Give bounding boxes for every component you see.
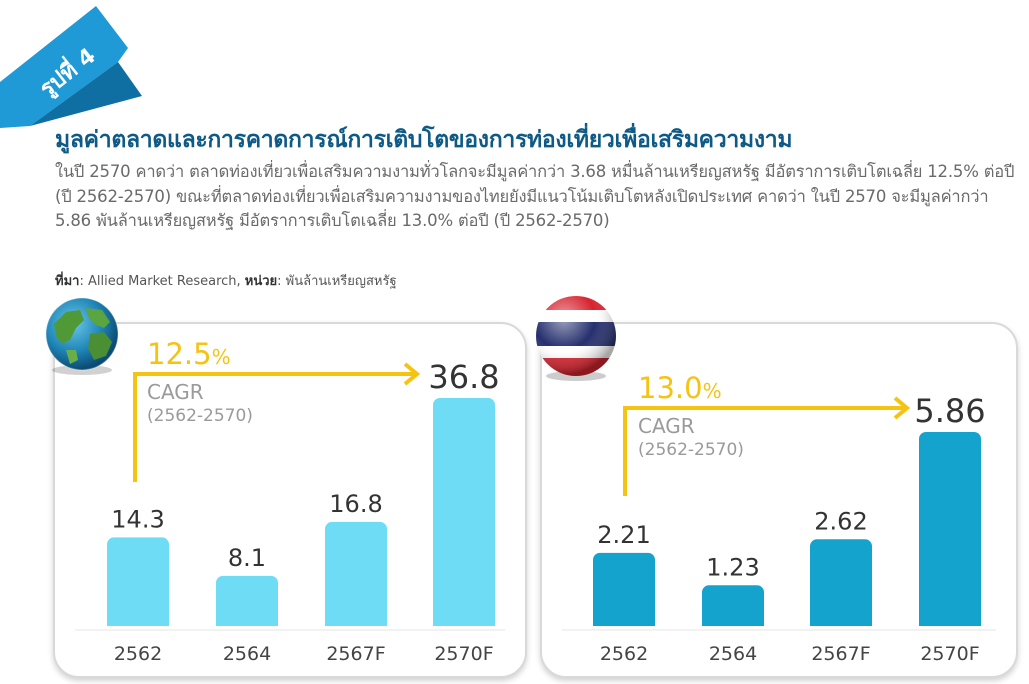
category-label: 2562 <box>114 643 162 665</box>
cagr-period: (2562-2570) <box>638 440 744 460</box>
data-label: 14.3 <box>111 505 164 533</box>
bar-base <box>810 618 872 626</box>
category-label: 2567F <box>326 643 385 665</box>
bar-base <box>702 618 764 626</box>
data-label: 8.1 <box>228 544 266 572</box>
bar <box>593 552 655 626</box>
cagr-label: CAGR <box>147 380 204 404</box>
category-label: 2564 <box>223 643 271 665</box>
thai-flag-icon <box>536 296 616 381</box>
data-label: 36.8 <box>428 358 499 396</box>
bar-base <box>919 618 981 626</box>
bar-base <box>593 618 655 626</box>
cagr-arrow-head <box>403 362 421 386</box>
bar-base <box>107 618 169 626</box>
unit-text: : พันล้านเหรียญสหรัฐ <box>277 274 397 289</box>
category-label: 2570F <box>920 643 979 665</box>
world-chart-panel: 14.3 2562 8.1 2564 16.8 2567F 36.8 2570F 12.5% CA… <box>53 322 527 678</box>
category-label: 2564 <box>709 643 757 665</box>
cagr-arrow-line <box>133 372 415 482</box>
cagr-period: (2562-2570) <box>147 406 253 426</box>
unit-label: หน่วย <box>244 274 278 289</box>
chart-description: ในปี 2570 คาดว่า ตลาดท่องเที่ยวเพื่อเสริ… <box>55 162 1015 230</box>
bar-base <box>433 618 495 626</box>
bar <box>433 398 495 626</box>
chart-title: มูลค่าตลาดและการคาดการณ์การเติบโตของการท… <box>55 127 793 153</box>
data-label: 16.8 <box>329 490 382 518</box>
source-label: ที่มา <box>55 274 80 289</box>
globe-icon <box>45 297 119 375</box>
bar <box>702 585 764 626</box>
bar <box>216 575 278 626</box>
bar-base <box>216 618 278 626</box>
data-label: 1.23 <box>706 553 759 581</box>
world-chart: 14.3 2562 8.1 2564 16.8 2567F 36.8 2570F 12.5% CA… <box>75 337 505 665</box>
category-label: 2562 <box>600 643 648 665</box>
cagr-arrow-head <box>893 396 911 420</box>
category-label: 2567F <box>811 643 870 665</box>
cagr-value: 12.5% <box>147 337 231 371</box>
cagr-arrow-line <box>623 406 905 496</box>
ribbon-fold <box>30 62 142 126</box>
thailand-chart-panel: 2.21 2562 1.23 2564 2.62 2567F 5.86 2570F 13.0% C… <box>540 322 1018 678</box>
cagr-value: 13.0% <box>638 371 722 405</box>
cagr-label: CAGR <box>638 414 695 438</box>
figure-ribbon: รูปที่ 4 <box>0 6 142 128</box>
data-label: 2.21 <box>597 521 650 549</box>
bar <box>325 521 387 626</box>
bar <box>810 539 872 626</box>
thailand-chart: 2.21 2562 1.23 2564 2.62 2567F 5.86 2570F 13.0% C… <box>562 371 996 665</box>
source-note: ที่มา: Allied Market Research, หน่วย: พั… <box>55 270 397 291</box>
bar <box>919 432 981 626</box>
data-label: 2.62 <box>814 507 867 535</box>
bar <box>107 537 169 626</box>
source-text: : Allied Market Research, <box>79 274 245 289</box>
data-label: 5.86 <box>914 392 985 430</box>
bar-base <box>325 618 387 626</box>
category-label: 2570F <box>434 643 493 665</box>
ribbon-shape <box>0 6 128 128</box>
